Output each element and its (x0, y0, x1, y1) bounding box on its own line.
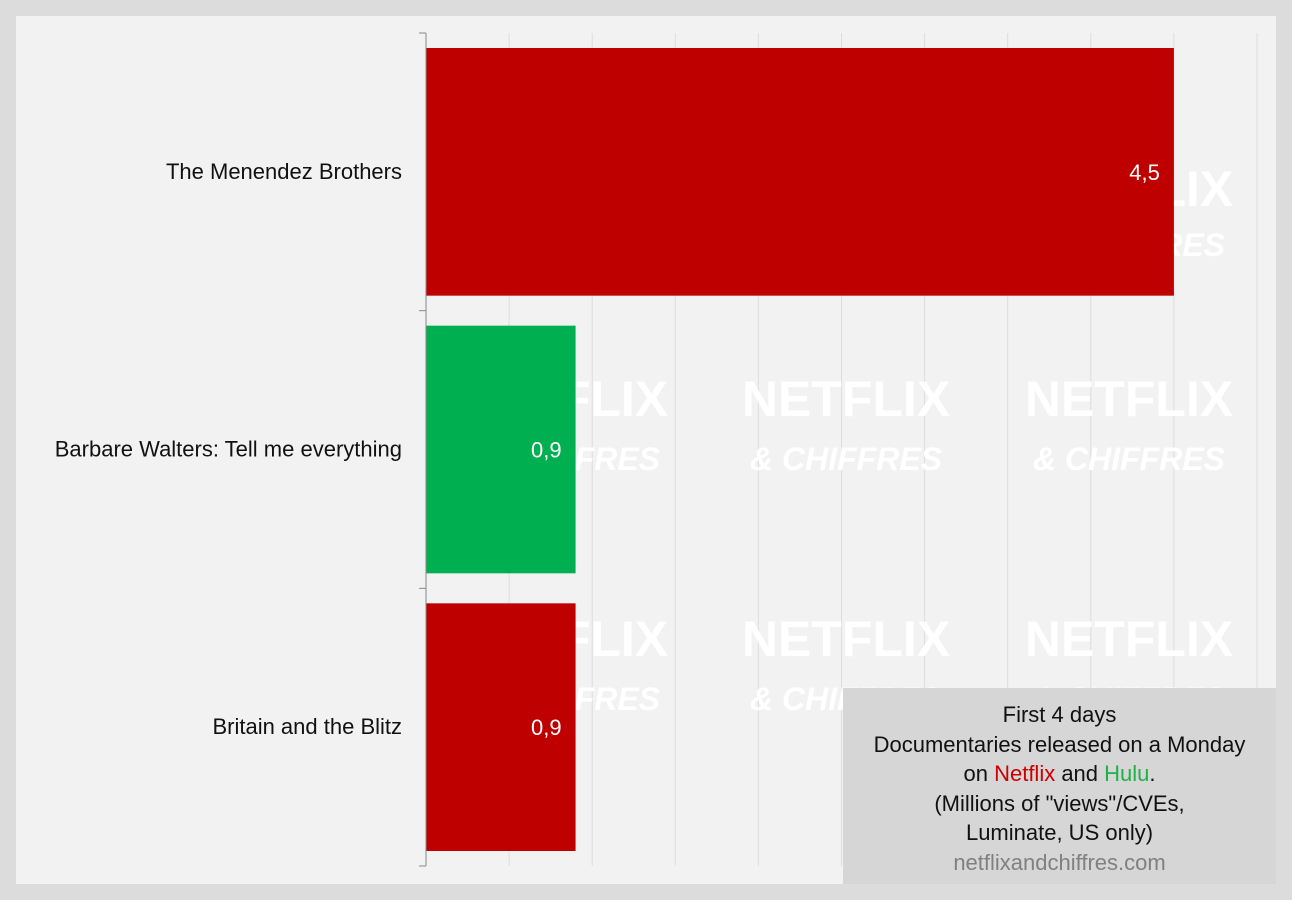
category-label: Britain and the Blitz (212, 714, 402, 739)
caption-line-2: Documentaries released on a Monday (873, 731, 1246, 757)
category-labels: The Menendez Brothers Barbare Walters: Te… (55, 159, 402, 739)
category-label: The Menendez Brothers (166, 159, 402, 184)
bar (426, 48, 1174, 296)
caption-on-text: on (963, 761, 995, 786)
bar-value-label: 4,5 (1129, 160, 1160, 185)
caption-netflix-name: Netflix (994, 761, 1056, 786)
plot-panel: NETFLIX & CHIFFRES NETFLIX & CHIFFRES NETFLI… (16, 16, 1276, 884)
caption-line-3: on Netflix and Hulu. (843, 759, 1276, 789)
watermark-sub-text: & CHIFFRES (750, 441, 943, 477)
bar (426, 325, 576, 574)
watermark-logo-text: NETFLIX (1025, 611, 1233, 667)
watermark-logo-text: NETFLIX (742, 371, 950, 427)
caption-and-text: and (1055, 761, 1105, 786)
caption-hulu-name: Hulu (1104, 761, 1150, 786)
watermark-logo-text: NETFLIX (1025, 371, 1233, 427)
caption-line-5: Luminate, US only) (965, 820, 1154, 845)
bar-value-label: 0,9 (531, 438, 562, 463)
category-label: Barbare Walters: Tell me everything (55, 437, 402, 462)
caption-period: . (1149, 761, 1156, 786)
bar-value-label: 0,9 (531, 715, 562, 740)
bar (426, 603, 576, 851)
bars: 4,5 0,9 0,9 (426, 48, 1174, 851)
y-axis (419, 32, 427, 867)
bar-chart: NETFLIX & CHIFFRES NETFLIX & CHIFFRES NETFLI… (55, 32, 1258, 867)
caption-line-1: First 4 days (1002, 702, 1117, 727)
source-credit: netflixandchiffres.com (953, 849, 1166, 875)
chart-caption: First 4 days Documentaries released on a… (843, 688, 1276, 884)
caption-line-4: (Millions of "views"/CVEs, (934, 790, 1185, 816)
watermark-sub-text: & CHIFFRES (1033, 441, 1226, 477)
watermark-logo-text: NETFLIX (742, 611, 950, 667)
